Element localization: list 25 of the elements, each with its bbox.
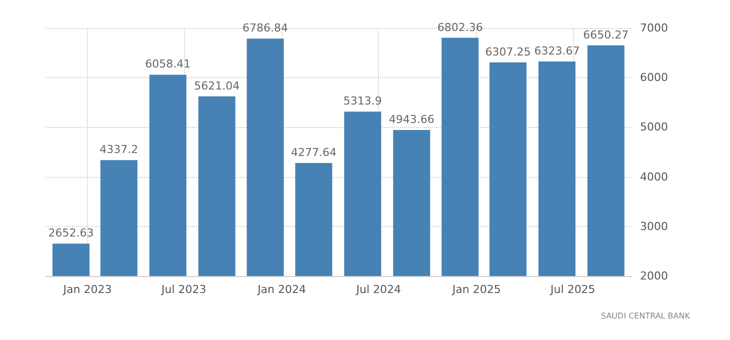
data-label: 4943.66 [388, 112, 434, 126]
y-tick-label: 2000 [640, 270, 668, 282]
y-tick-label: 7000 [640, 22, 668, 34]
data-label: 6307.25 [485, 45, 531, 58]
data-label: 5621.04 [194, 79, 240, 92]
data-label: 6802.36 [437, 20, 483, 34]
y-tick-label: 4000 [640, 170, 668, 184]
text: SAUDI CENTRAL BANK [600, 312, 691, 320]
y-tick-label: 6000 [640, 71, 668, 84]
data-label: 4337.2 [100, 143, 138, 156]
data-label: 6323.67 [534, 44, 580, 58]
x-tick-label: Jul 2023 [160, 283, 206, 296]
data-label: 4277.64 [290, 146, 336, 160]
data-label: 6786.84 [242, 22, 288, 35]
data-label: 6650.27 [583, 28, 629, 42]
x-tick-label: Jul 2025 [550, 283, 596, 296]
x-tick-label: Jul 2024 [355, 283, 402, 296]
x-tick-label: Jan 2023 [62, 283, 112, 296]
data-label: 5313.9 [343, 94, 382, 108]
data-label: 2652.63 [48, 226, 94, 240]
y-tick-label: 3000 [640, 220, 668, 233]
y-tick-label: 5000 [640, 120, 668, 134]
x-tick-label: Jan 2025 [451, 283, 501, 296]
data-label: 6058.41 [145, 58, 191, 71]
x-tick-label: Jan 2024 [256, 283, 306, 296]
